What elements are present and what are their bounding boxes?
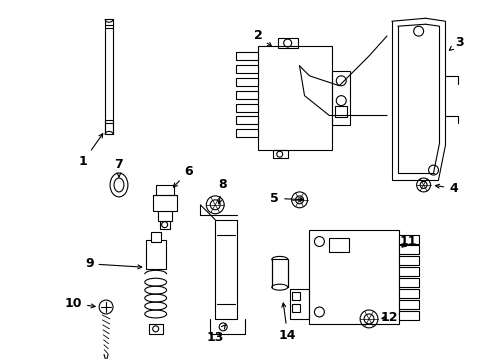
Bar bbox=[291, 304, 299, 312]
Text: 1: 1 bbox=[79, 134, 102, 168]
Bar bbox=[277, 38, 297, 48]
Text: 2: 2 bbox=[253, 29, 271, 46]
Bar bbox=[236, 117, 257, 125]
Bar bbox=[398, 289, 418, 298]
Text: 6: 6 bbox=[173, 165, 192, 187]
Bar bbox=[272, 150, 287, 158]
Bar bbox=[398, 267, 418, 276]
Bar bbox=[398, 235, 418, 243]
Text: 4: 4 bbox=[435, 182, 457, 195]
Bar bbox=[398, 278, 418, 287]
Bar bbox=[335, 105, 346, 117]
Text: 11: 11 bbox=[399, 235, 417, 248]
Bar bbox=[236, 91, 257, 99]
Text: 13: 13 bbox=[206, 325, 225, 344]
Bar bbox=[236, 129, 257, 137]
Bar bbox=[398, 300, 418, 309]
Bar bbox=[398, 311, 418, 320]
Text: 5: 5 bbox=[270, 192, 303, 205]
Bar bbox=[160, 221, 169, 229]
Text: 9: 9 bbox=[85, 257, 142, 270]
Bar bbox=[257, 46, 332, 150]
Text: 10: 10 bbox=[64, 297, 95, 310]
Circle shape bbox=[210, 200, 220, 210]
Bar bbox=[309, 230, 398, 324]
Bar bbox=[150, 231, 161, 242]
Text: 8: 8 bbox=[217, 178, 226, 204]
Bar bbox=[398, 256, 418, 265]
Bar bbox=[236, 52, 257, 60]
Bar bbox=[236, 104, 257, 112]
Bar bbox=[398, 246, 418, 255]
Bar bbox=[328, 238, 348, 252]
Ellipse shape bbox=[271, 284, 287, 290]
Bar bbox=[148, 324, 163, 334]
Circle shape bbox=[99, 300, 113, 314]
Bar bbox=[145, 239, 165, 269]
Bar bbox=[291, 292, 299, 300]
Text: 7: 7 bbox=[114, 158, 123, 177]
Bar bbox=[236, 78, 257, 86]
Circle shape bbox=[206, 196, 224, 214]
Text: 12: 12 bbox=[379, 311, 397, 324]
Text: 3: 3 bbox=[448, 36, 463, 50]
Bar bbox=[152, 195, 176, 211]
Bar bbox=[155, 185, 173, 207]
Text: 14: 14 bbox=[278, 303, 296, 342]
Bar bbox=[271, 260, 287, 287]
Bar bbox=[332, 71, 349, 125]
Bar bbox=[289, 289, 309, 319]
Bar bbox=[236, 65, 257, 73]
Bar bbox=[157, 207, 171, 221]
Bar bbox=[215, 220, 237, 319]
Bar bbox=[105, 19, 113, 134]
